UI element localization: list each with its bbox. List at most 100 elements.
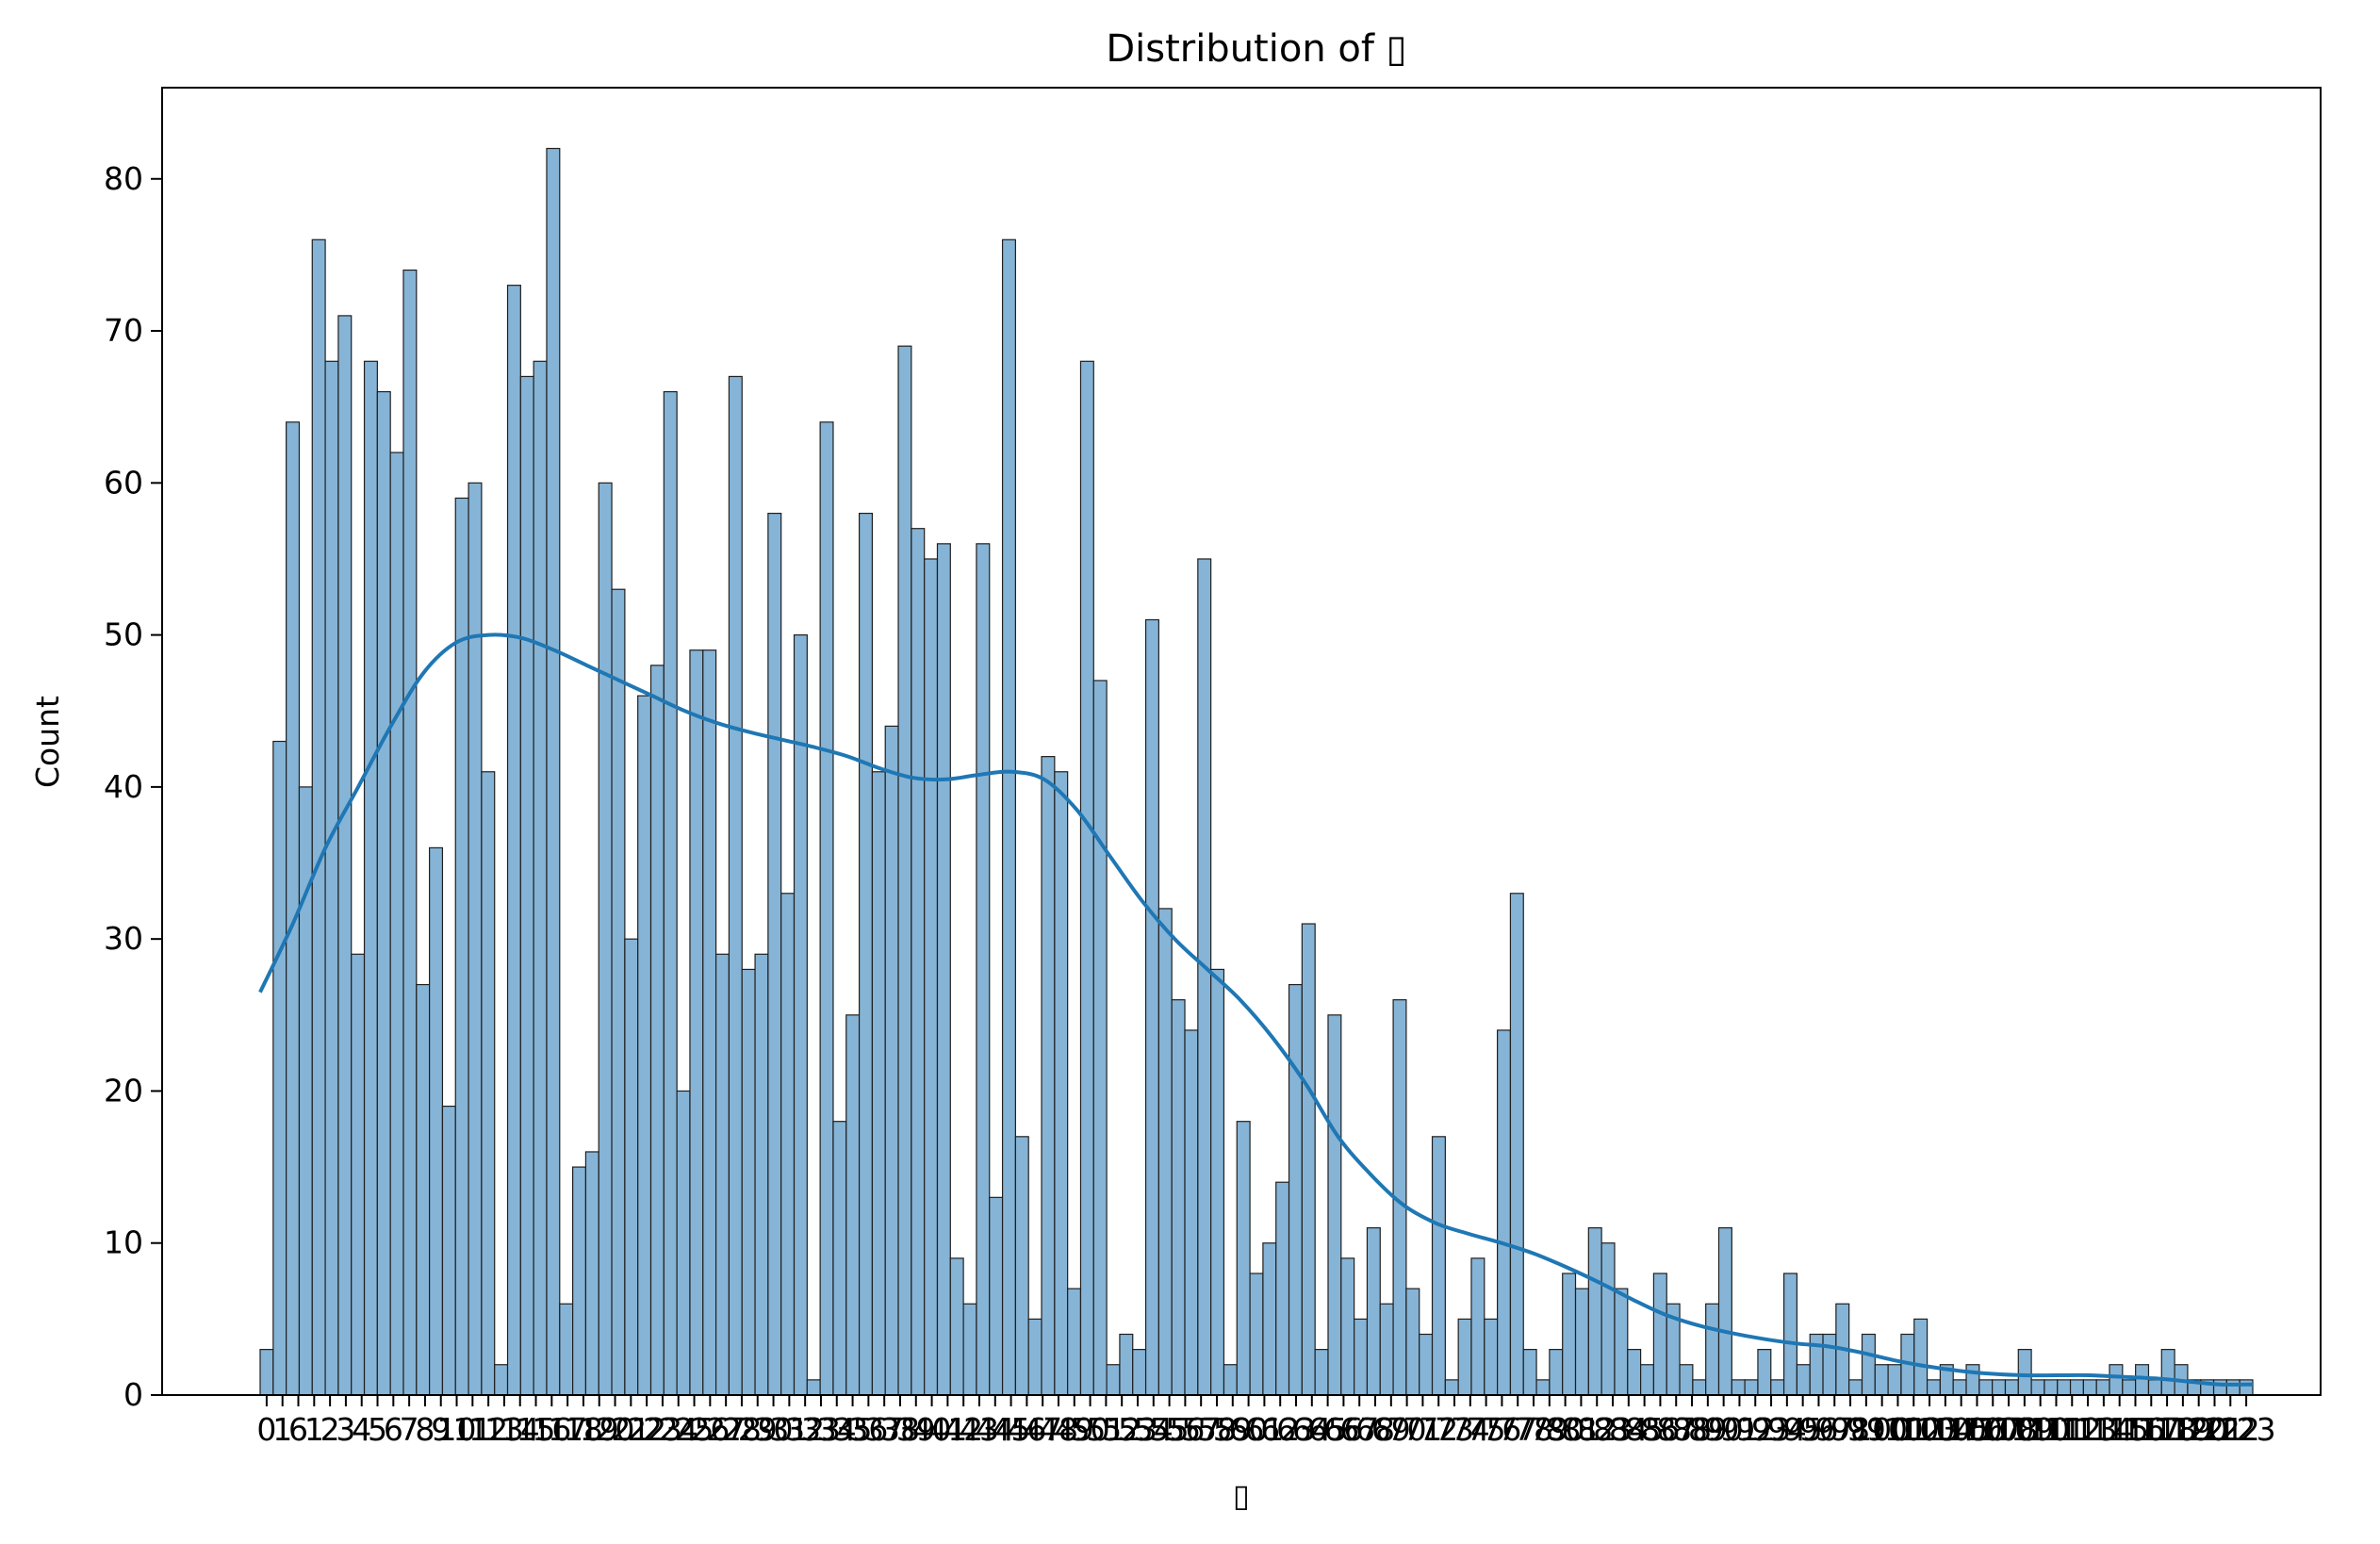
x-tick-label: 42 [944,1411,983,1448]
y-tick-label: 80 [104,160,143,197]
histogram-bar [1236,1121,1251,1396]
x-tick-label: 11 [452,1411,492,1448]
histogram-bar [1965,1364,1980,1396]
histogram-bar [1978,1379,1994,1396]
histogram-bar [1379,1303,1394,1396]
x-tick-label: 20 [596,1411,635,1448]
histogram-bar [793,633,808,1396]
x-tick-label: 43 [960,1411,999,1448]
histogram-bar [1731,1379,1746,1396]
x-tick-label: 105 [1931,1411,1991,1448]
y-tick-label: 20 [104,1072,143,1109]
histogram-bar [1574,1288,1589,1396]
histogram-bar [871,771,886,1396]
histogram-bar [337,315,353,1396]
x-tick-label: 15 [517,1411,556,1448]
y-tick-label: 0 [123,1376,143,1413]
histogram-bar [1770,1379,1785,1396]
x-tick-label: 112 [2043,1411,2102,1448]
histogram-bar [1275,1181,1290,1396]
histogram-bar [2147,1379,2162,1396]
x-tick-label: 113 [2059,1411,2118,1448]
x-tick-label: 7 [400,1411,419,1448]
histogram-bar [1627,1349,1642,1396]
x-tick-label: 110 [2011,1411,2070,1448]
x-tick-label: 14 [501,1411,540,1448]
histogram-bar [624,938,639,1396]
histogram-bar [2160,1349,2175,1396]
x-tick-label: 58 [1197,1411,1237,1448]
histogram-bar [689,649,704,1396]
histogram-bar [1562,1273,1577,1396]
x-tick-label: 6 [384,1411,403,1448]
histogram-bar [832,1121,847,1396]
histogram-bar [1522,1349,1537,1396]
x-tick-label: 91 [1719,1411,1759,1448]
histogram-bar [780,893,796,1396]
x-tick-label: 38 [880,1411,920,1448]
histogram-bar [936,543,951,1396]
histogram-bar [911,528,926,1396]
x-tick-label: 88 [1672,1411,1712,1448]
x-tick-label: 114 [2074,1411,2133,1448]
x-tick-label: 39 [896,1411,936,1448]
histogram-bar [506,285,521,1396]
x-tick-label: 31 [769,1411,809,1448]
x-tick-label: 79 [1530,1411,1569,1448]
histogram-bar [1692,1379,1707,1396]
x-tick-label: 115 [2090,1411,2149,1448]
histogram-bar [2212,1379,2227,1396]
histogram-bar [1132,1349,1147,1396]
x-tick-label: 51 [1086,1411,1125,1448]
plot-frame [161,87,2322,1396]
y-tick-label: 10 [104,1224,143,1261]
x-tick-label: 55 [1150,1411,1190,1448]
x-tick-label: 118 [2138,1411,2197,1448]
x-tick-label: 62 [1260,1411,1300,1448]
x-tick-label: 84 [1609,1411,1649,1448]
y-tick-label: 60 [104,464,143,501]
x-tick-label: 5 [368,1411,387,1448]
histogram-bar [2135,1364,2150,1396]
y-axis: 0 10 20 30 40 50 60 70 80 [104,160,162,1413]
x-tick-label: 30 [754,1411,794,1448]
x-tick-label: 70 [1387,1411,1427,1448]
histogram-bar [819,421,834,1396]
histogram-bar [1992,1379,2007,1396]
histogram-bar [1535,1379,1551,1396]
x-axis-label: ▯ [1233,1477,1250,1514]
histogram-bar [1354,1318,1369,1396]
x-tick-label: 59 [1213,1411,1253,1448]
x-tick-label: 1 [272,1411,292,1448]
x-tick-label: 89 [1688,1411,1728,1448]
histogram-bar [259,1349,274,1396]
x-tick-label: 17 [548,1411,587,1448]
x-tick-label: 117 [2122,1411,2181,1448]
histogram-bar [2082,1379,2097,1396]
histogram-bar [1079,360,1094,1396]
histogram-bar [1106,1364,1121,1396]
x-tick-label: 1 [304,1411,324,1448]
kde-curve [258,632,2254,1387]
x-tick-label: 52 [1102,1411,1141,1448]
x-tick-label: 35 [833,1411,873,1448]
y-tick-label: 30 [104,920,143,957]
histogram-bar [363,360,378,1396]
histogram-bar [1926,1379,1941,1396]
x-tick-label: 13 [484,1411,524,1448]
x-tick-label: 50 [1071,1411,1110,1448]
histogram-bar [663,390,678,1396]
histogram-bar [1041,756,1056,1396]
x-tick-label: 103 [1900,1411,1960,1448]
x-tick-label: 22 [627,1411,666,1448]
histogram-bar [1913,1318,1929,1396]
histogram-bar [584,1151,599,1396]
x-tick-label: 61 [1244,1411,1284,1448]
histogram-bar [1288,983,1303,1396]
x-tick-label: 41 [927,1411,967,1448]
histogram-bar [1757,1349,1772,1396]
x-tick-label: 97 [1814,1411,1854,1448]
x-tick-label: 26 [690,1411,730,1448]
y-tick-label: 40 [104,768,143,805]
